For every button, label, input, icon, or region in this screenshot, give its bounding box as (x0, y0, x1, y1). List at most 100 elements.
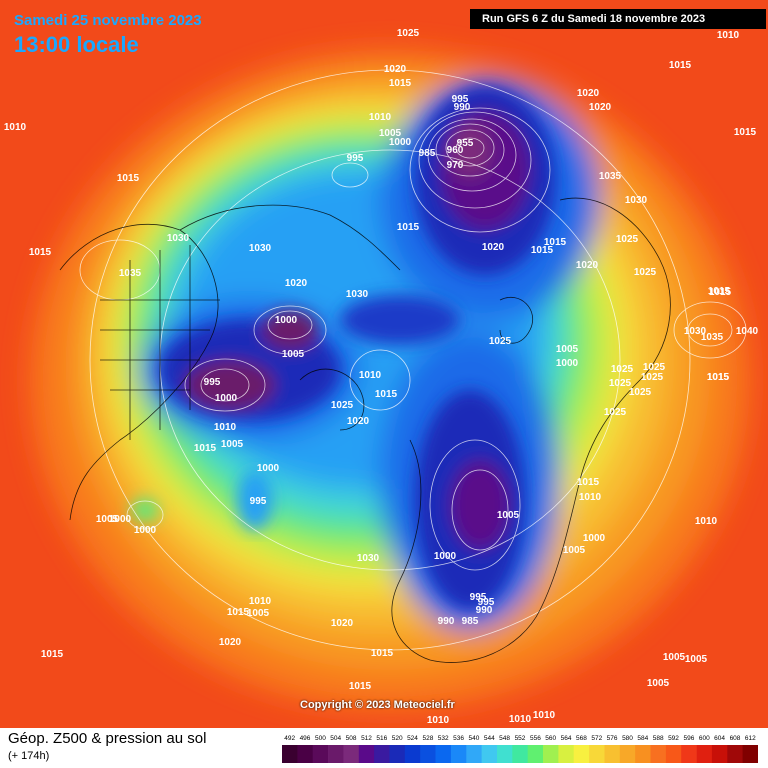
pressure-label: 960 (447, 145, 464, 156)
pressure-label: 1005 (247, 608, 270, 619)
pressure-label: 1020 (577, 88, 600, 99)
pressure-label: 995 (452, 94, 469, 105)
legend-label: 600 (699, 735, 710, 742)
legend-label: 564 (561, 735, 572, 742)
pressure-label: 1025 (611, 364, 634, 375)
pressure-label: 1025 (397, 28, 420, 39)
pressure-label: 1025 (641, 372, 664, 383)
pressure-label: 1015 (227, 607, 250, 618)
pressure-label: 1025 (629, 387, 652, 398)
legend-label: 508 (346, 735, 357, 742)
pressure-label: 1040 (736, 326, 759, 337)
legend-label: 560 (545, 735, 556, 742)
legend-label: 528 (422, 735, 433, 742)
pressure-label: 1015 (707, 372, 730, 383)
legend-swatch (696, 745, 713, 763)
legend-label: 532 (438, 735, 449, 742)
pressure-label: 1025 (609, 378, 632, 389)
run-info: Run GFS 6 Z du Samedi 18 novembre 2023 (470, 9, 766, 29)
pressure-label: 1015 (117, 173, 140, 184)
pressure-label: 1025 (489, 336, 512, 347)
weather-map: 1025 101010151020101599599095596097098510… (0, 0, 768, 728)
legend-swatch (742, 745, 758, 763)
forecast-offset: (+ 174h) (8, 750, 50, 762)
legend-label: 548 (499, 735, 510, 742)
pressure-label: 1015 (29, 247, 52, 258)
pressure-label: 1025 (616, 234, 639, 245)
legend-swatch (497, 745, 513, 763)
pressure-label: 1005 (221, 439, 244, 450)
pressure-label: 1035 (119, 268, 142, 279)
legend-swatch (527, 745, 544, 763)
pressure-label: 990 (476, 605, 493, 616)
pressure-label: 1010 (249, 596, 272, 607)
pressure-label: 1010 (4, 122, 27, 133)
pressure-label: 1020 (347, 416, 370, 427)
pressure-label: 1015 (709, 287, 732, 298)
pressure-label: 1000 (257, 463, 280, 474)
pressure-label: 1020 (219, 637, 242, 648)
pressure-label: 1000 (215, 393, 238, 404)
pressure-label: 995 (470, 592, 487, 603)
legend-label: 512 (361, 735, 372, 742)
pressure-label: 1015 (41, 649, 64, 660)
legend-swatch (282, 745, 298, 763)
pressure-label: 1005 (556, 344, 579, 355)
legend-label: 592 (668, 735, 679, 742)
legend-label: 544 (484, 735, 495, 742)
legend-label: 552 (515, 735, 526, 742)
legend-swatch (389, 745, 406, 763)
pressure-label: 1005 (379, 128, 402, 139)
legend-swatch (328, 745, 344, 763)
legend-swatch (543, 745, 559, 763)
pressure-label: 1005 (563, 545, 586, 556)
pressure-label: 985 (419, 148, 436, 159)
pressure-label: 1010 (359, 370, 382, 381)
legend-label: 504 (330, 735, 341, 742)
legend-swatch (711, 745, 728, 763)
pressure-label: 1025 (331, 400, 354, 411)
pressure-label: 1000 (275, 315, 298, 326)
legend-label: 612 (745, 735, 756, 742)
pressure-label: 1025 (643, 362, 666, 373)
pressure-label: 1030 (684, 326, 707, 337)
pressure-label: 1015 (389, 78, 412, 89)
legend-swatch (297, 745, 314, 763)
pressure-label: 1015 (708, 286, 731, 297)
legend-label: 536 (453, 735, 464, 742)
pressure-label: 1000 (434, 551, 457, 562)
legend-label: 580 (622, 735, 633, 742)
pressure-label: 1015 (349, 681, 372, 692)
pressure-label: 1005 (282, 349, 305, 360)
pressure-label: 1000 (583, 533, 606, 544)
legend-label: 608 (730, 735, 741, 742)
pressure-label: 1005 (685, 654, 708, 665)
pressure-label: 1015 (531, 245, 554, 256)
legend-swatch (374, 745, 390, 763)
legend-label: 524 (407, 735, 418, 742)
copyright: Copyright © 2023 Meteociel.fr (300, 699, 455, 711)
pressure-label: 990 (438, 616, 455, 627)
pressure-label: 1015 (544, 237, 567, 248)
pressure-label: 1010 (427, 715, 450, 726)
forecast-date: Samedi 25 novembre 2023 (14, 12, 202, 29)
legend-swatch (312, 745, 329, 763)
pressure-label: 1020 (589, 102, 612, 113)
legend-swatch (466, 745, 482, 763)
pressure-label: 1030 (346, 289, 369, 300)
pressure-label: 1000 (556, 358, 579, 369)
pressure-label: 995 (347, 153, 364, 164)
pressure-label: 995 (250, 496, 267, 507)
legend-swatch (343, 745, 360, 763)
pressure-label: 970 (447, 160, 464, 171)
legend-swatch (558, 745, 575, 763)
pressure-label: 1005 (663, 652, 686, 663)
legend-swatch (589, 745, 605, 763)
pressure-label: 1015 (669, 60, 692, 71)
pressure-label: 1010 (533, 710, 556, 721)
pressure-label: 1030 (357, 553, 380, 564)
pressure-label: 1005 (96, 514, 119, 525)
legend-label: 572 (591, 735, 602, 742)
legend-label: 520 (392, 735, 403, 742)
pressure-label: 1025 (634, 267, 657, 278)
